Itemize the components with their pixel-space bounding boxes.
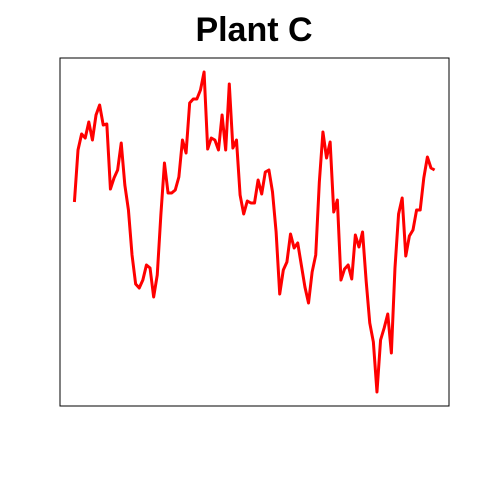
data-line [72, 70, 436, 394]
plot-frame [59, 57, 450, 407]
chart-title: Plant C [195, 11, 312, 49]
